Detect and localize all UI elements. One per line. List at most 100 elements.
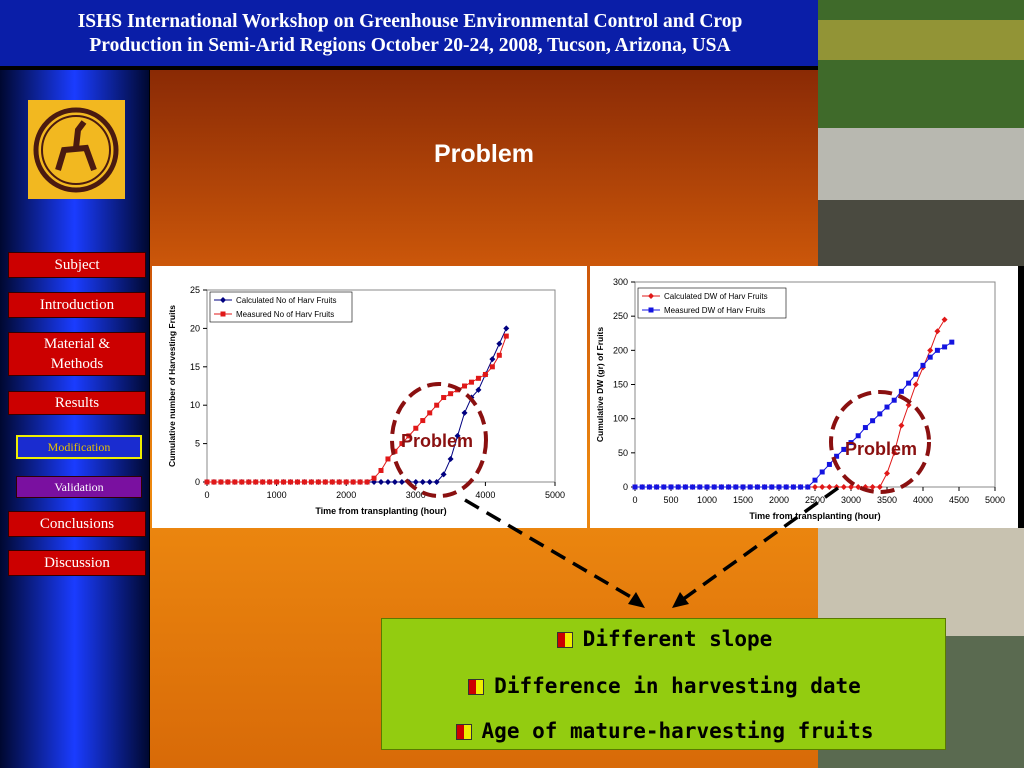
bullet-text: Difference in harvesting date [494, 674, 861, 698]
data-point [308, 479, 314, 485]
legend-marker [648, 293, 654, 299]
data-point [949, 339, 955, 345]
header: ISHS International Workshop on Greenhous… [0, 0, 820, 68]
data-point [371, 475, 377, 481]
data-point [798, 484, 804, 490]
data-point [461, 409, 468, 416]
arrowhead [672, 592, 689, 608]
data-point [413, 425, 419, 431]
data-point [906, 380, 912, 386]
data-point [288, 479, 294, 485]
y-tick-label: 100 [613, 414, 628, 424]
data-point [350, 479, 356, 485]
legend-label: Calculated No of Harv Fruits [236, 296, 336, 305]
data-point [218, 479, 224, 485]
data-point [398, 479, 405, 485]
data-point [462, 383, 468, 389]
data-point [639, 484, 645, 490]
data-point [454, 432, 461, 439]
data-point [711, 484, 717, 490]
legend-marker [220, 297, 226, 303]
nav-button[interactable]: Conclusions [8, 511, 146, 537]
data-point [447, 455, 454, 462]
data-point [661, 484, 667, 490]
data-point [783, 484, 789, 490]
arrowhead [628, 592, 645, 608]
data-point [934, 328, 941, 335]
nav-button[interactable]: Validation [16, 476, 142, 498]
x-tick-label: 1500 [733, 495, 753, 505]
x-tick-label: 2500 [805, 495, 825, 505]
data-point [848, 440, 854, 446]
data-point [434, 402, 440, 408]
x-tick-label: 2000 [336, 490, 356, 500]
data-point [747, 484, 753, 490]
data-point [384, 479, 391, 485]
data-point [668, 484, 674, 490]
nav-button[interactable]: Results [8, 391, 146, 415]
data-point [855, 433, 861, 439]
data-point [898, 422, 905, 429]
data-point [336, 479, 342, 485]
x-tick-label: 0 [632, 495, 637, 505]
data-point [482, 371, 488, 377]
photo [818, 200, 1024, 266]
data-point [840, 484, 847, 490]
data-point [826, 484, 833, 490]
nav-button[interactable]: Material & Methods [8, 332, 146, 376]
data-point [260, 479, 266, 485]
y-tick-label: 50 [618, 448, 628, 458]
legend [209, 291, 353, 323]
x-tick-label: 5000 [985, 495, 1005, 505]
data-point [322, 479, 328, 485]
x-tick-label: 2000 [769, 495, 789, 505]
data-point [697, 484, 703, 490]
data-point [762, 484, 768, 490]
data-point [898, 388, 904, 394]
data-point [690, 484, 696, 490]
data-point [790, 484, 796, 490]
nav-button[interactable]: Subject [8, 252, 146, 278]
nav-button[interactable]: Introduction [8, 292, 146, 318]
y-tick-label: 0 [623, 482, 628, 492]
data-point [646, 484, 652, 490]
data-point [211, 479, 217, 485]
legend-marker [648, 307, 654, 313]
data-point [862, 425, 868, 431]
data-point [204, 479, 210, 485]
legend [637, 287, 787, 319]
data-point [281, 479, 287, 485]
x-tick-label: 3000 [841, 495, 861, 505]
data-point [225, 479, 231, 485]
data-point [378, 479, 384, 485]
data-point [468, 379, 474, 385]
data-point [726, 484, 732, 490]
data-point [329, 479, 335, 485]
data-point [503, 325, 510, 332]
y-axis-label: Cumulative number of Harvesting Fruits [167, 305, 177, 467]
x-axis-label: Time from transplanting (hour) [315, 506, 446, 516]
data-point [891, 449, 898, 456]
y-tick-label: 5 [195, 439, 200, 449]
data-point [682, 484, 688, 490]
data-point [246, 479, 252, 485]
nav-button[interactable]: Discussion [8, 550, 146, 576]
x-tick-label: 500 [663, 495, 678, 505]
data-point [675, 484, 681, 490]
data-point [704, 484, 710, 490]
x-tick-label: 5000 [545, 490, 565, 500]
data-point [294, 479, 300, 485]
y-tick-label: 20 [190, 323, 200, 333]
x-tick-label: 4000 [475, 490, 495, 500]
data-point [489, 364, 495, 370]
photo [818, 20, 1024, 60]
data-point [412, 479, 419, 485]
data-point [942, 344, 948, 350]
y-tick-label: 0 [195, 477, 200, 487]
x-tick-label: 4500 [949, 495, 969, 505]
data-point [315, 479, 321, 485]
x-tick-label: 0 [204, 490, 209, 500]
data-point [232, 479, 238, 485]
nav-button[interactable]: Modification [16, 435, 142, 459]
data-point [441, 395, 447, 401]
